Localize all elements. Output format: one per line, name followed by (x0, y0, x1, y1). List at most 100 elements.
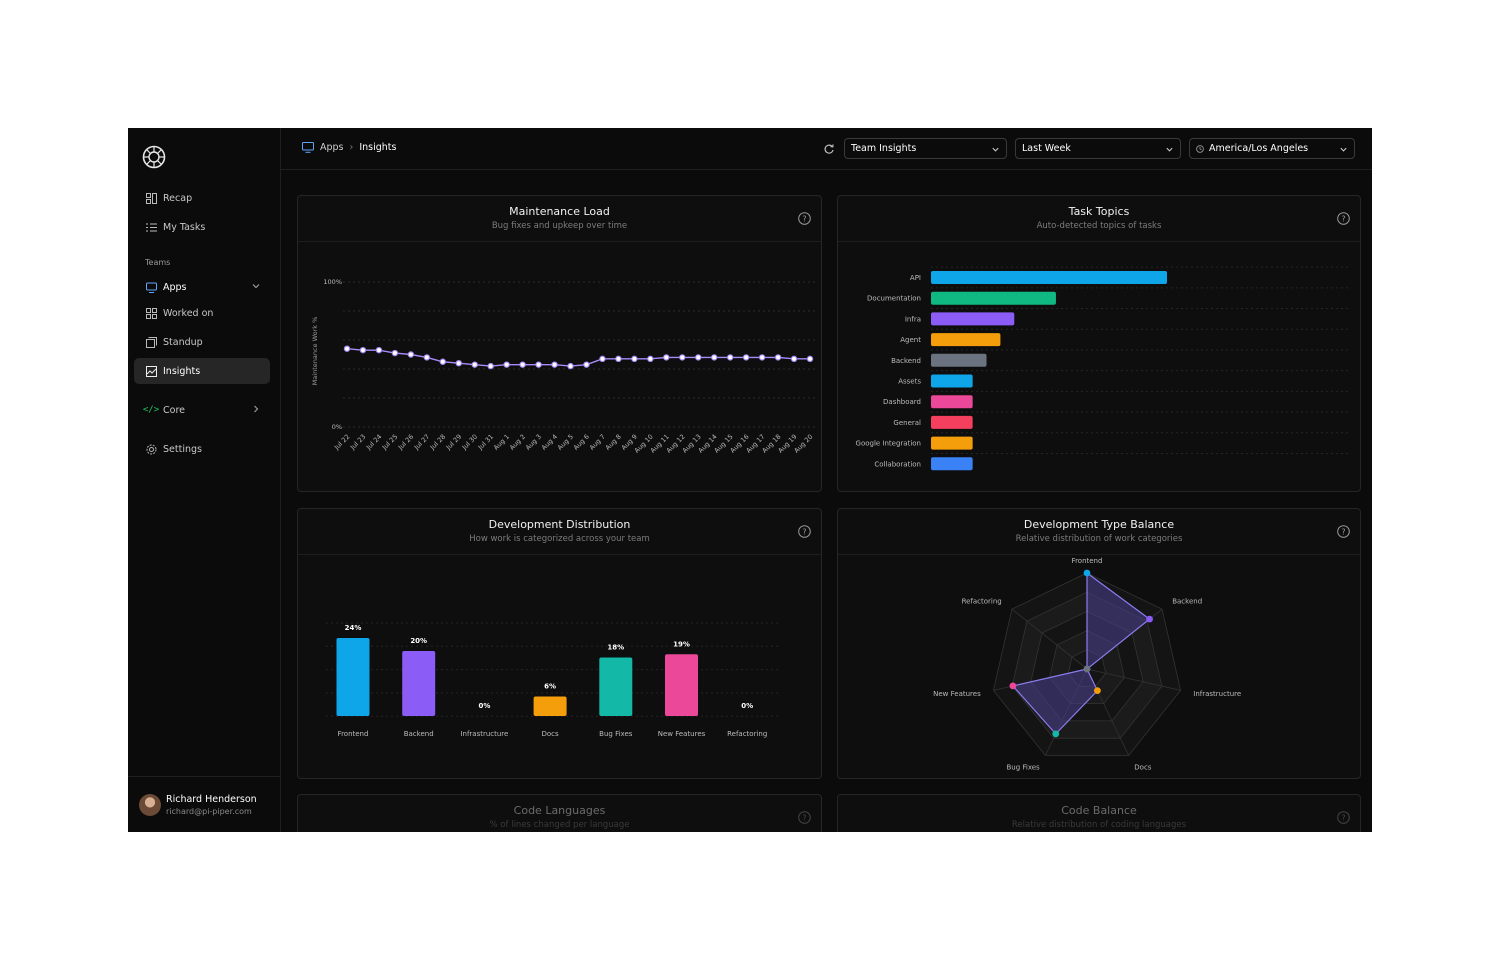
nav-core[interactable]: </> Core (134, 397, 270, 423)
data-point[interactable] (599, 355, 606, 363)
data-point[interactable] (711, 354, 718, 361)
data-point[interactable] (343, 345, 351, 352)
data-point[interactable] (647, 355, 654, 363)
timezone-select[interactable]: America/Los Angeles (1189, 138, 1355, 159)
data-point[interactable] (567, 362, 574, 370)
code-balance-panel: Code Balance Relative distribution of co… (837, 794, 1361, 832)
category-label: Infra (905, 315, 921, 323)
panel-title: Code Balance (1061, 804, 1137, 817)
bar[interactable] (533, 696, 567, 717)
category-label: Frontend (338, 730, 369, 738)
bar[interactable] (931, 333, 1001, 347)
radar-point[interactable] (1083, 665, 1091, 673)
data-point[interactable] (503, 361, 510, 368)
help-icon[interactable]: ? (1337, 525, 1350, 538)
category-label: Bug Fixes (599, 730, 633, 738)
bar[interactable] (931, 353, 987, 367)
help-icon[interactable]: ? (798, 811, 811, 824)
panel-header: Development Type Balance Relative distri… (838, 509, 1360, 555)
view-select[interactable]: Team Insights (844, 138, 1007, 159)
radar-point[interactable] (1009, 682, 1017, 690)
help-icon[interactable]: ? (1337, 811, 1350, 824)
bar[interactable] (402, 651, 436, 716)
x-tick-label: Jul 31 (476, 433, 495, 452)
data-point[interactable] (487, 362, 494, 370)
data-point[interactable] (359, 346, 367, 354)
data-point[interactable] (742, 354, 750, 361)
help-icon[interactable]: ? (798, 212, 811, 225)
data-point[interactable] (375, 346, 383, 354)
x-tick-label: Jul 30 (460, 433, 479, 452)
monitor-icon (302, 142, 314, 153)
nav-standup[interactable]: Standup (134, 329, 270, 355)
nav-settings[interactable]: Settings (134, 436, 270, 462)
x-tick-label: Aug 3 (524, 433, 543, 452)
bar[interactable] (931, 312, 1015, 326)
logo-icon[interactable] (140, 143, 168, 171)
chevron-right-icon[interactable] (251, 404, 261, 414)
data-point[interactable] (551, 361, 558, 368)
data-point[interactable] (726, 354, 734, 361)
bar[interactable] (931, 271, 1167, 284)
x-tick-label: Jul 28 (428, 433, 447, 452)
nav-my-tasks[interactable]: My Tasks (134, 214, 270, 240)
data-point[interactable] (679, 354, 686, 361)
nav-insights[interactable]: Insights (134, 358, 270, 384)
help-icon[interactable]: ? (798, 525, 811, 538)
panel-subtitle: Relative distribution of work categories (1015, 534, 1183, 544)
data-point[interactable] (774, 354, 782, 361)
data-point[interactable] (758, 354, 766, 361)
data-point[interactable] (615, 355, 622, 363)
data-point[interactable] (631, 355, 638, 363)
data-point[interactable] (695, 354, 702, 361)
breadcrumb-parent[interactable]: Apps (320, 142, 344, 153)
bar[interactable] (931, 415, 973, 429)
bar[interactable] (665, 654, 698, 716)
data-point[interactable] (423, 354, 431, 361)
bar[interactable] (599, 657, 633, 717)
data-point[interactable] (471, 361, 478, 368)
user-profile[interactable]: Richard Henderson richard@pi-piper.com (128, 776, 281, 832)
bar[interactable] (931, 374, 973, 388)
data-point[interactable] (806, 355, 814, 363)
category-label: Collaboration (874, 460, 921, 468)
data-point[interactable] (535, 361, 542, 368)
data-point[interactable] (407, 351, 415, 358)
nav-recap[interactable]: Recap (134, 185, 270, 211)
data-point[interactable] (663, 354, 670, 361)
x-tick-label: Jul 27 (412, 433, 431, 452)
axis-label: Frontend (1072, 557, 1103, 565)
data-label: 20% (410, 637, 427, 645)
series-line (346, 348, 810, 367)
user-email: richard@pi-piper.com (166, 807, 252, 816)
data-point[interactable] (391, 349, 399, 357)
x-tick-label: Aug 4 (540, 433, 559, 452)
data-point[interactable] (790, 355, 798, 363)
chevron-down-icon[interactable] (251, 281, 261, 291)
nav-worked-on[interactable]: Worked on (134, 300, 270, 326)
clock-icon (1196, 144, 1204, 153)
data-point[interactable] (455, 359, 462, 367)
panel-subtitle: % of lines changed per language (489, 820, 630, 830)
bar[interactable] (931, 457, 973, 471)
data-point[interactable] (519, 361, 526, 368)
nav-apps[interactable]: Apps (134, 274, 270, 300)
radar-point[interactable] (1083, 569, 1091, 577)
data-point[interactable] (439, 358, 446, 365)
category-label: Dashboard (883, 398, 921, 406)
panel-title: Maintenance Load (509, 205, 610, 218)
radar-point[interactable] (1052, 730, 1060, 738)
help-icon[interactable]: ? (1337, 212, 1350, 225)
panel-header: Code Languages % of lines changed per la… (298, 795, 821, 832)
bar[interactable] (931, 436, 973, 450)
radar-point[interactable] (1146, 615, 1153, 623)
teams-section-label: Teams (145, 258, 171, 267)
bar[interactable] (931, 291, 1056, 305)
refresh-icon[interactable] (823, 143, 835, 155)
radar-point[interactable] (1094, 687, 1101, 695)
bar[interactable] (336, 638, 370, 716)
data-point[interactable] (583, 361, 590, 368)
range-select[interactable]: Last Week (1015, 138, 1181, 159)
bar[interactable] (931, 395, 973, 409)
category-label: New Features (658, 730, 706, 738)
